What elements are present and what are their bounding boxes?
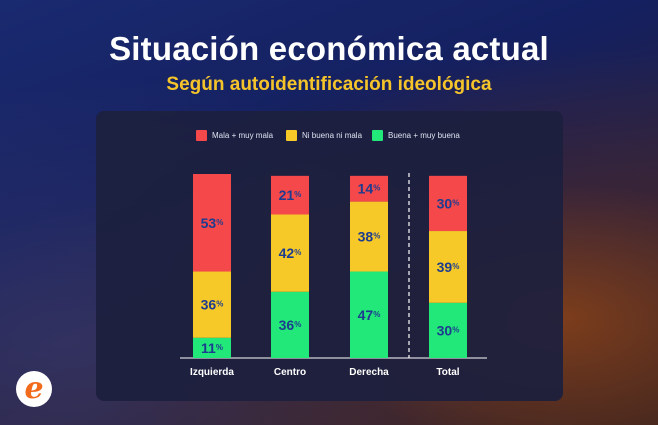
value-label-derecha-series-1: 38% [358,229,381,245]
bar-centro-series-0 [271,291,309,358]
value-label-centro-series-0: 36% [279,317,302,333]
legend-label-mala: Mala + muy mala [212,131,274,140]
value-label-izquierda-series-2: 53% [201,215,224,231]
value-label-total-series-1: 39% [437,259,460,275]
category-label-derecha: Derecha [349,367,389,378]
value-label-izquierda-series-0: 11% [201,340,223,356]
bar-derecha-series-2 [350,175,388,202]
value-label-derecha-series-2: 14% [358,181,381,197]
value-label-centro-series-2: 21% [279,187,302,203]
chart-panel [96,111,563,401]
bar-total-series-0 [429,302,467,358]
bar-total-series-1 [429,231,467,303]
bar-derecha-series-1 [350,201,388,272]
bar-total-series-2 [429,175,467,232]
bar-centro-series-1 [271,214,309,292]
chart-title: Situación económica actual [109,30,549,67]
value-label-total-series-0: 30% [437,322,460,338]
value-label-izquierda-series-1: 36% [201,297,224,313]
legend-swatch-mala [196,130,207,141]
brand-logo-icon: e [16,371,52,407]
category-label-centro: Centro [274,367,306,378]
chart-subtitle: Según autoidentificación ideológica [166,74,492,95]
category-label-total: Total [436,367,459,378]
bar-centro-series-2 [271,175,309,215]
value-label-derecha-series-0: 47% [358,307,381,323]
bar-izquierda-series-2 [193,174,231,272]
legend-item-buena: Buena + muy buena [372,130,460,141]
bar-izquierda-series-0 [193,337,231,358]
value-label-centro-series-1: 42% [279,245,302,261]
legend-item-mala: Mala + muy mala [196,130,273,141]
legend-label-ni: Ni buena ni mala [302,131,363,140]
bar-izquierda-series-1 [193,271,231,338]
legend-item-ni: Ni buena ni mala [286,130,362,141]
value-label-total-series-2: 30% [437,195,460,211]
legend-label-buena: Buena + muy buena [388,131,460,140]
legend-swatch-buena [372,130,383,141]
category-label-izquierda: Izquierda [190,367,234,378]
bar-derecha-series-0 [350,271,388,358]
legend-swatch-ni [286,130,297,141]
